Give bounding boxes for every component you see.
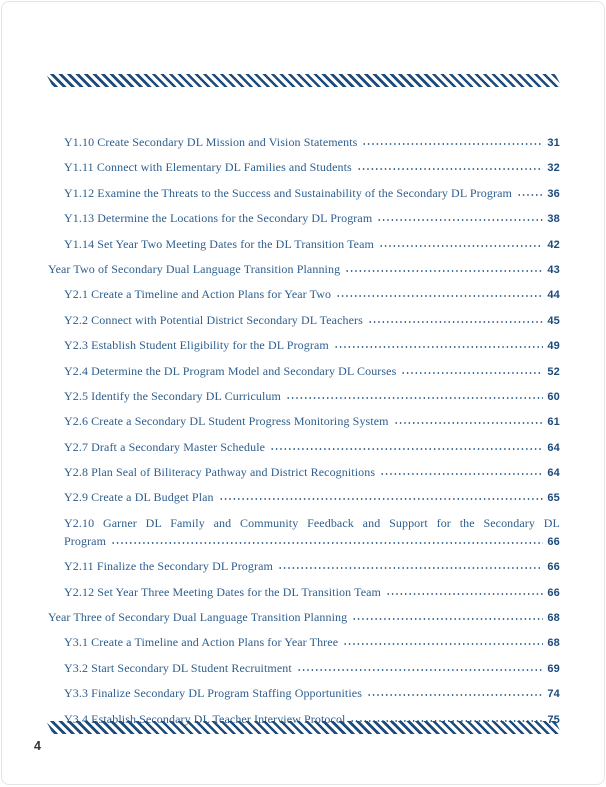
- toc-entry-text: Y2.9 Create a DL Budget Plan: [64, 490, 214, 505]
- toc-entry[interactable]: Y2.11 Finalize the Secondary DL Program 6…: [48, 558, 560, 575]
- toc-page-number: 38: [547, 213, 560, 226]
- dot-leader: [401, 370, 544, 375]
- toc-entry-text: Year Three of Secondary Dual Language Tr…: [48, 610, 348, 625]
- dot-leader: [356, 167, 544, 172]
- toc-page-number: 45: [547, 314, 560, 327]
- toc-page-number: 52: [547, 365, 560, 378]
- toc-entry-text: Y1.11 Connect with Elementary DL Familie…: [64, 160, 352, 175]
- toc-entry-text: Y2.2 Connect with Potential District Sec…: [64, 312, 363, 327]
- toc-entry[interactable]: Y1.12 Examine the Threats to the Success…: [48, 185, 560, 202]
- top-stripe-border: [46, 74, 562, 87]
- toc-entry-text: Y2.4 Determine the DL Program Model and …: [64, 363, 397, 378]
- toc-page-number: 68: [547, 637, 560, 650]
- toc-page-number: 49: [547, 340, 560, 353]
- toc-entry-text: Y3.1 Create a Timeline and Action Plans …: [64, 635, 339, 650]
- toc-entry-text: Program: [64, 533, 107, 548]
- toc-entry[interactable]: Y2.10 Garner DL Family and Community Fee…: [48, 515, 560, 550]
- toc-entry-text: Y1.10 Create Secondary DL Mission and Vi…: [64, 135, 358, 149]
- toc-entry-text: Y2.3 Establish Student Eligibility for t…: [64, 338, 329, 353]
- toc-entry-text: Year Two of Secondary Dual Language Tran…: [48, 261, 341, 276]
- toc-entry[interactable]: Y2.12 Set Year Three Meeting Dates for t…: [48, 584, 560, 601]
- toc-entry[interactable]: Y2.7 Draft a Secondary Master Schedule 64: [48, 439, 560, 456]
- toc-page-number: 61: [547, 416, 560, 429]
- dot-leader: [296, 667, 544, 672]
- dot-leader: [277, 566, 544, 571]
- toc-page-number: 64: [547, 441, 560, 454]
- toc-page-number: 66: [547, 586, 560, 599]
- dot-leader: [516, 192, 544, 197]
- toc-entry-text: Y1.14 Set Year Two Meeting Dates for the…: [64, 236, 374, 251]
- toc-entry[interactable]: Year Three of Secondary Dual Language Tr…: [48, 609, 560, 626]
- dot-leader: [270, 446, 544, 451]
- toc-page-number: 65: [547, 492, 560, 505]
- toc-list: Y1.10 Create Secondary DL Mission and Vi…: [48, 134, 560, 736]
- toc-entry-text: Y2.11 Finalize the Secondary DL Program: [64, 559, 273, 574]
- toc-page-number: 32: [547, 162, 560, 175]
- toc-entry[interactable]: Y2.5 Identify the Secondary DL Curriculu…: [48, 388, 560, 405]
- toc-entry-text: Y2.6 Create a Secondary DL Student Progr…: [64, 414, 389, 429]
- dot-leader: [343, 642, 544, 647]
- bottom-stripe-border: [46, 721, 562, 734]
- toc-entry[interactable]: Y2.8 Plan Seal of Biliteracy Pathway and…: [48, 464, 560, 481]
- toc-entry[interactable]: Y2.1 Create a Timeline and Action Plans …: [48, 286, 560, 303]
- toc-entry-text: Y1.12 Examine the Threats to the Success…: [64, 185, 512, 200]
- toc-page-number: 60: [547, 390, 560, 403]
- dot-leader: [386, 591, 544, 596]
- toc-entry[interactable]: Y3.2 Start Secondary DL Student Recruitm…: [48, 660, 560, 677]
- toc-page-number: 31: [547, 137, 560, 149]
- toc-entry-text: Y2.12 Set Year Three Meeting Dates for t…: [64, 584, 381, 599]
- dot-leader: [393, 421, 544, 426]
- toc-page-number: 64: [547, 467, 560, 480]
- toc-page-number: 68: [547, 612, 560, 625]
- toc-entry[interactable]: Y1.10 Create Secondary DL Mission and Vi…: [48, 134, 560, 151]
- toc-page-number: 66: [547, 535, 560, 548]
- toc-entry-text: Y2.8 Plan Seal of Biliteracy Pathway and…: [64, 465, 376, 480]
- toc-entry[interactable]: Y1.14 Set Year Two Meeting Dates for the…: [48, 236, 560, 253]
- dot-leader: [352, 617, 544, 622]
- dot-leader: [336, 294, 544, 299]
- dot-leader: [218, 497, 544, 502]
- toc-page-number: 42: [547, 238, 560, 251]
- toc-entry[interactable]: Y1.11 Connect with Elementary DL Familie…: [48, 159, 560, 176]
- dot-leader: [285, 395, 544, 400]
- toc-entry-text: Y3.2 Start Secondary DL Student Recruitm…: [64, 660, 292, 675]
- footer-page-number: 4: [34, 739, 41, 753]
- toc-page-number: 74: [547, 688, 560, 701]
- toc-entry[interactable]: Y2.3 Establish Student Eligibility for t…: [48, 337, 560, 354]
- dot-leader: [380, 472, 544, 477]
- toc-page-number: 44: [547, 289, 560, 302]
- dot-leader: [378, 243, 544, 248]
- toc-entry-text: Y3.3 Finalize Secondary DL Program Staff…: [64, 686, 362, 701]
- toc-entry-text: Y2.10 Garner DL Family and Community Fee…: [64, 515, 560, 530]
- dot-leader: [333, 345, 544, 350]
- toc-entry-text: Y2.5 Identify the Secondary DL Curriculu…: [64, 388, 281, 403]
- toc-page-number: 69: [547, 662, 560, 675]
- toc-entry-text: Y2.7 Draft a Secondary Master Schedule: [64, 439, 266, 454]
- toc-entry[interactable]: Year Two of Secondary Dual Language Tran…: [48, 261, 560, 278]
- toc-entry[interactable]: Y2.9 Create a DL Budget Plan 65: [48, 489, 560, 506]
- toc-entry-text: Y2.1 Create a Timeline and Action Plans …: [64, 287, 332, 302]
- toc-entry[interactable]: Y2.4 Determine the DL Program Model and …: [48, 363, 560, 380]
- toc-entry-text: Y1.13 Determine the Locations for the Se…: [64, 211, 373, 226]
- toc-page-number: 66: [547, 561, 560, 574]
- dot-leader: [345, 268, 544, 273]
- dot-leader: [350, 718, 544, 723]
- dot-leader: [362, 142, 544, 146]
- toc-entry[interactable]: Y2.2 Connect with Potential District Sec…: [48, 312, 560, 329]
- toc-entry[interactable]: Y3.1 Create a Timeline and Action Plans …: [48, 634, 560, 651]
- dot-leader: [367, 319, 544, 324]
- toc-entry[interactable]: Y1.13 Determine the Locations for the Se…: [48, 210, 560, 227]
- dot-leader: [111, 540, 544, 545]
- toc-entry[interactable]: Y3.3 Finalize Secondary DL Program Staff…: [48, 685, 560, 702]
- toc-entry[interactable]: Y2.6 Create a Secondary DL Student Progr…: [48, 413, 560, 430]
- toc-page-number: 43: [547, 263, 560, 276]
- toc-page-number: 36: [547, 187, 560, 200]
- dot-leader: [366, 693, 544, 698]
- dot-leader: [377, 218, 544, 223]
